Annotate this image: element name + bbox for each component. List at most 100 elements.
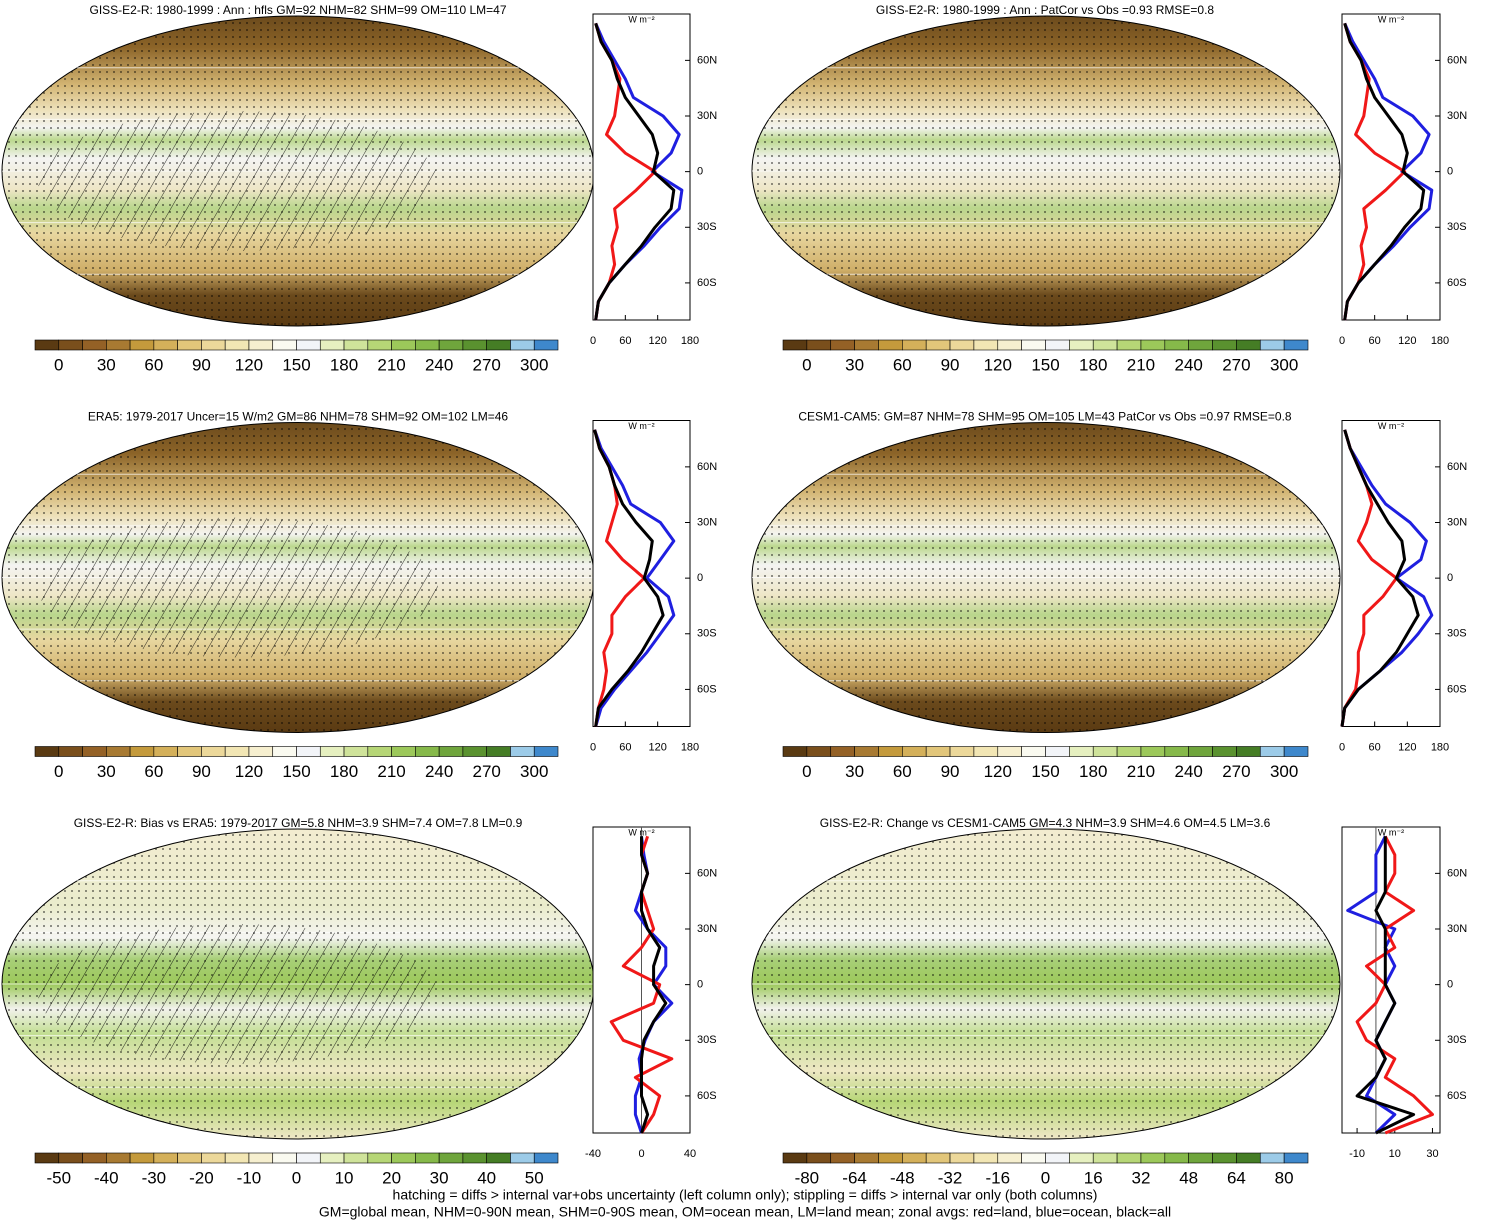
footer-line: hatching = diffs > internal var+obs unce… (393, 1187, 1098, 1203)
colorbar-box (82, 339, 107, 351)
panel-title: GISS-E2-R: Bias vs ERA5: 1979-2017 GM=5.… (74, 816, 523, 830)
colorbar-box (415, 339, 440, 351)
colorbar-box (248, 746, 274, 757)
colorbar-label: 30 (845, 355, 864, 374)
colorbar-box (1164, 746, 1189, 757)
colorbar-box (177, 339, 202, 351)
y-tick-label: 0 (697, 572, 703, 584)
colorbar-box (1021, 746, 1046, 757)
y-tick-label: 60N (1447, 54, 1467, 66)
colorbar-box (1045, 1152, 1070, 1164)
colorbar-label: 0 (292, 1168, 301, 1187)
zonal-line (594, 22, 676, 321)
colorbar-box (391, 746, 416, 757)
x-tick-label: -10 (1349, 1148, 1365, 1160)
colorbar-box (902, 1152, 927, 1164)
colorbar-box (533, 746, 559, 757)
colorbar-box (272, 339, 297, 351)
colorbar-label: -50 (46, 1168, 71, 1187)
y-tick-label: 60N (697, 461, 717, 473)
colorbar-box (973, 1152, 999, 1164)
colorbar-label: -64 (842, 1168, 867, 1187)
colorbar-label: 60 (144, 762, 163, 781)
colorbar-label: 120 (984, 355, 1012, 374)
colorbar-label: 240 (425, 762, 453, 781)
unit-label: W m⁻² (628, 827, 654, 837)
unit-label: W m⁻² (1378, 14, 1404, 24)
colorbar-label: 180 (330, 762, 358, 781)
colorbar-label: 90 (941, 355, 960, 374)
colorbar-box (319, 746, 345, 757)
zonal-frame (1341, 826, 1441, 1134)
x-tick-label: 0 (1339, 741, 1345, 753)
x-tick-label: 180 (681, 335, 699, 347)
colorbar-box (391, 1152, 416, 1164)
stippling (752, 829, 1340, 1139)
colorbar-box (1092, 746, 1118, 757)
colorbar-box (462, 339, 487, 351)
colorbar-box (201, 339, 226, 351)
colorbar-box (1069, 746, 1094, 757)
colorbar-label: 60 (144, 355, 163, 374)
zonal-line (1355, 836, 1416, 1135)
colorbar-box (1140, 746, 1166, 757)
colorbar-label: 270 (472, 355, 500, 374)
y-tick-label: 60S (697, 277, 717, 289)
colorbar-box (153, 339, 178, 351)
colorbar-box (224, 339, 250, 351)
colorbar-box (1045, 339, 1070, 351)
colorbar-box (1021, 1152, 1046, 1164)
colorbar-box (1212, 339, 1237, 351)
colorbar-box (319, 339, 345, 351)
colorbar-box (343, 746, 369, 757)
colorbar-box (224, 1152, 250, 1164)
unit-label: W m⁻² (1378, 827, 1404, 837)
colorbar-label: 0 (54, 355, 63, 374)
colorbar-box (973, 746, 999, 757)
colorbar-label: 0 (802, 355, 811, 374)
colorbar-box (949, 746, 975, 757)
colorbar-box (997, 746, 1022, 757)
colorbar-box (830, 1152, 855, 1164)
colorbar-box (782, 1152, 808, 1164)
colorbar-box (82, 1152, 107, 1164)
colorbar-box (415, 1152, 440, 1164)
y-tick-label: 60S (1447, 1090, 1467, 1102)
colorbar-label: 300 (520, 762, 548, 781)
colorbar-label: -20 (189, 1168, 214, 1187)
x-tick-label: 60 (1369, 741, 1381, 753)
hatching (38, 924, 438, 1064)
colorbar-box (533, 339, 559, 351)
panel-title: ERA5: 1979-2017 Uncer=15 W/m2 GM=86 NHM=… (88, 410, 509, 424)
y-tick-label: 30N (1447, 516, 1467, 528)
y-tick-label: 30N (697, 110, 717, 122)
colorbar-box (58, 339, 83, 351)
colorbar-label: 80 (1275, 1168, 1294, 1187)
unit-label: W m⁻² (628, 421, 654, 431)
colorbar-box (1092, 1152, 1118, 1164)
x-tick-label: 180 (1431, 335, 1449, 347)
colorbar-box (806, 339, 832, 351)
zonal-line (593, 429, 676, 727)
colorbar-box (486, 746, 511, 757)
x-tick-label: -40 (585, 1148, 601, 1160)
colorbar-box (973, 339, 999, 351)
colorbar-label: 210 (1127, 355, 1155, 374)
colorbar-label: 90 (941, 762, 960, 781)
colorbar-box (806, 1152, 832, 1164)
colorbar-label: 90 (192, 762, 211, 781)
x-tick-label: 180 (1431, 741, 1449, 753)
colorbar-box (1140, 1152, 1166, 1164)
footer-line: GM=global mean, NHM=0-90N mean, SHM=0-90… (319, 1204, 1171, 1220)
colorbar-label: 40 (477, 1168, 496, 1187)
colorbar-box (106, 1152, 131, 1164)
colorbar-label: 270 (1222, 355, 1250, 374)
colorbar-label: 300 (520, 355, 548, 374)
colorbar-box (248, 1152, 274, 1164)
colorbar-box (949, 1152, 975, 1164)
colorbar-label: 64 (1227, 1168, 1246, 1187)
unit-label: W m⁻² (1378, 421, 1404, 431)
hatching (38, 111, 438, 251)
y-tick-label: 60N (1447, 867, 1467, 879)
colorbar-label: 10 (335, 1168, 354, 1187)
